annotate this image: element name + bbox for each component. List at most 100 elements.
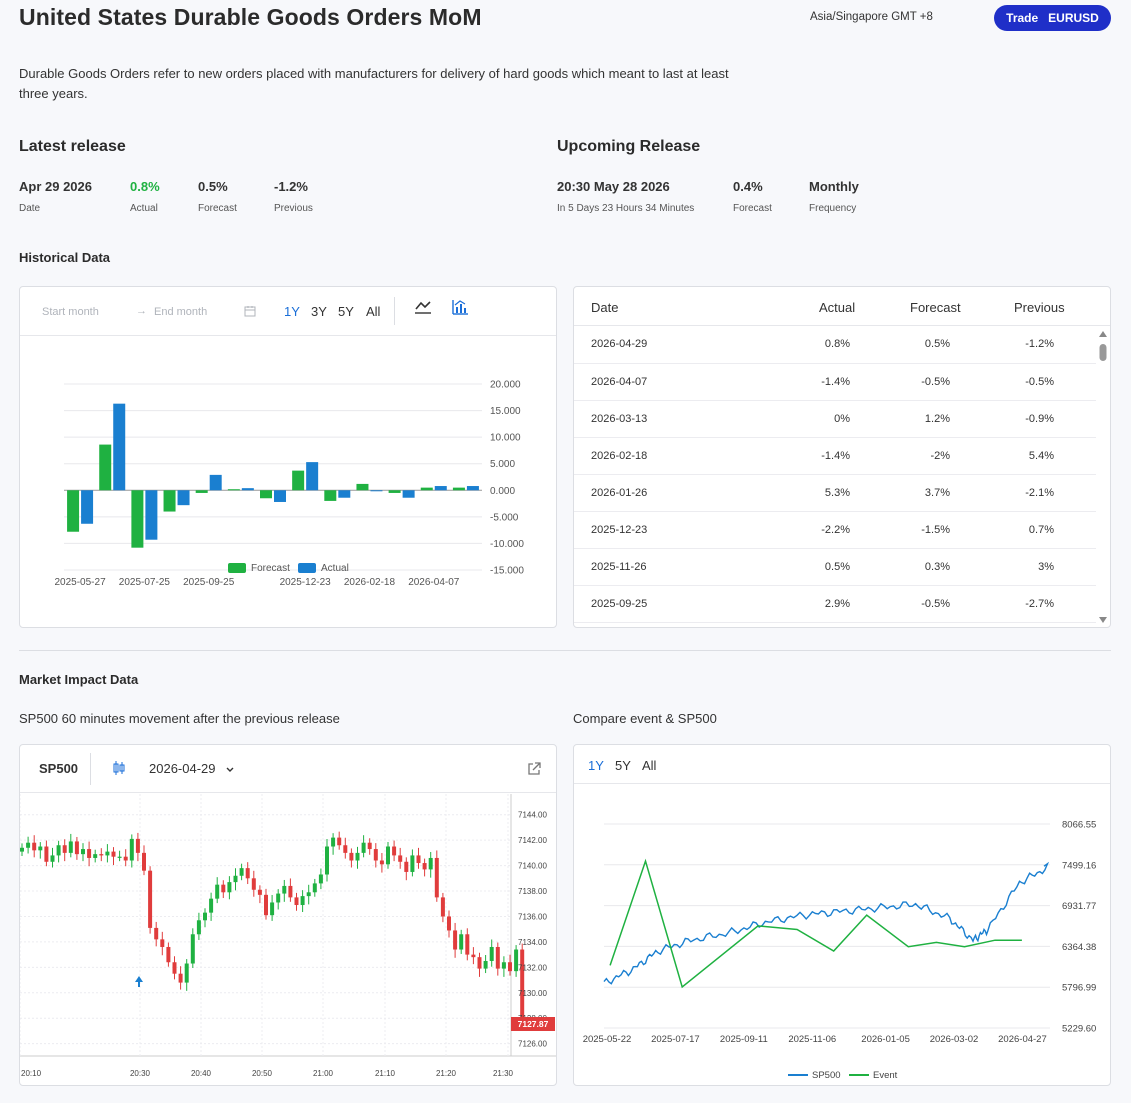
legend-forecast-label[interactable]: Forecast xyxy=(251,563,290,574)
candle[interactable] xyxy=(312,883,317,893)
candle[interactable] xyxy=(38,846,43,851)
candle[interactable] xyxy=(428,857,433,870)
table-scrollbar[interactable] xyxy=(1096,326,1110,627)
end-month-input[interactable]: End month xyxy=(154,306,208,318)
candle[interactable] xyxy=(166,946,171,963)
table-row[interactable]: 2025-09-25 2.9% -0.5% -2.7% xyxy=(574,585,1096,623)
candle[interactable] xyxy=(495,946,500,969)
candle[interactable] xyxy=(373,849,378,861)
legend-actual-label[interactable]: Actual xyxy=(321,563,349,574)
candle[interactable] xyxy=(44,846,49,862)
forecast-bar[interactable] xyxy=(99,444,112,491)
candle[interactable] xyxy=(215,884,220,899)
candle[interactable] xyxy=(154,927,159,940)
candle[interactable] xyxy=(398,855,403,862)
candle[interactable] xyxy=(203,912,207,921)
candle[interactable] xyxy=(477,957,482,969)
chevron-down-icon[interactable] xyxy=(225,762,235,780)
candle[interactable] xyxy=(20,847,24,852)
candle[interactable] xyxy=(386,846,390,865)
candle[interactable] xyxy=(264,894,268,916)
compare-range-5y[interactable]: 5Y xyxy=(615,758,631,773)
candle[interactable] xyxy=(221,884,226,893)
candle[interactable] xyxy=(111,851,116,857)
table-row[interactable]: 2026-03-13 0% 1.2% -0.9% xyxy=(574,400,1096,438)
calendar-icon[interactable] xyxy=(244,304,256,322)
table-row[interactable]: 2026-01-26 5.3% 3.7% -2.1% xyxy=(574,474,1096,512)
candle[interactable] xyxy=(160,939,165,947)
legend-sp500-label[interactable]: SP500 xyxy=(812,1070,841,1081)
actual-bar[interactable] xyxy=(81,490,94,524)
candle[interactable] xyxy=(233,875,238,883)
candle[interactable] xyxy=(74,841,79,855)
range-all[interactable]: All xyxy=(366,304,381,319)
candle[interactable] xyxy=(227,882,232,893)
candle[interactable] xyxy=(282,885,287,894)
range-5y[interactable]: 5Y xyxy=(338,304,354,319)
forecast-bar[interactable] xyxy=(452,487,465,491)
candle[interactable] xyxy=(99,854,104,856)
forecast-bar[interactable] xyxy=(324,490,337,501)
forecast-bar[interactable] xyxy=(260,490,272,499)
candle[interactable] xyxy=(318,874,323,884)
table-body[interactable]: 2026-04-29 0.8% 0.5% -1.2% 2026-04-07 -1.4% -0… xyxy=(574,326,1096,627)
candle[interactable] xyxy=(331,837,336,847)
candle[interactable] xyxy=(520,949,525,1020)
candle[interactable] xyxy=(434,857,439,898)
candle[interactable] xyxy=(410,855,415,872)
candle[interactable] xyxy=(379,860,384,865)
table-row[interactable]: 2026-04-29 0.8% 0.5% -1.2% xyxy=(574,326,1096,364)
candle[interactable] xyxy=(404,861,409,872)
candle[interactable] xyxy=(196,920,201,935)
forecast-bar[interactable] xyxy=(227,489,240,491)
candle[interactable] xyxy=(129,838,134,861)
candle[interactable] xyxy=(117,856,122,858)
candle[interactable] xyxy=(81,849,85,855)
timezone-label[interactable]: Asia/Singapore GMT +8 xyxy=(810,11,933,23)
candle[interactable] xyxy=(367,842,372,850)
date-selector[interactable]: 2026-04-29 xyxy=(149,761,216,776)
event-line[interactable] xyxy=(609,858,1022,989)
candle[interactable] xyxy=(172,962,177,974)
actual-bar[interactable] xyxy=(145,490,158,540)
candle[interactable] xyxy=(251,878,256,890)
candle[interactable] xyxy=(422,863,427,870)
forecast-bar[interactable] xyxy=(163,490,176,512)
candle[interactable] xyxy=(276,893,281,903)
range-3y[interactable]: 3Y xyxy=(311,304,327,319)
candle[interactable] xyxy=(501,962,506,969)
candle[interactable] xyxy=(135,838,140,853)
candle[interactable] xyxy=(465,934,470,955)
candle[interactable] xyxy=(87,849,92,858)
candle[interactable] xyxy=(453,930,458,950)
candle[interactable] xyxy=(209,898,214,913)
bar-chart-icon[interactable] xyxy=(451,298,469,321)
candle[interactable] xyxy=(105,851,110,856)
candle[interactable] xyxy=(142,852,146,871)
table-row[interactable]: 2026-02-18 -1.4% -2% 5.4% xyxy=(574,437,1096,475)
actual-bar[interactable] xyxy=(113,403,126,491)
candle[interactable] xyxy=(239,868,244,876)
actual-bar[interactable] xyxy=(306,462,319,491)
actual-bar[interactable] xyxy=(209,474,222,491)
external-link-icon[interactable] xyxy=(526,761,542,782)
candle[interactable] xyxy=(257,889,262,895)
candle[interactable] xyxy=(62,845,67,853)
candle[interactable] xyxy=(471,954,476,958)
start-month-input[interactable]: Start month xyxy=(42,306,99,318)
candle[interactable] xyxy=(392,846,397,856)
candle[interactable] xyxy=(123,856,128,861)
candle[interactable] xyxy=(294,897,299,906)
candle[interactable] xyxy=(270,902,275,916)
candle[interactable] xyxy=(325,846,329,875)
forecast-bar[interactable] xyxy=(356,483,369,491)
candle[interactable] xyxy=(93,854,98,858)
actual-bar[interactable] xyxy=(274,490,286,502)
actual-bar[interactable] xyxy=(338,490,351,498)
candle[interactable] xyxy=(300,896,305,906)
table-row[interactable]: 2026-04-07 -1.4% -0.5% -0.5% xyxy=(574,363,1096,401)
candle[interactable] xyxy=(508,962,512,972)
candle[interactable] xyxy=(514,949,519,972)
candle[interactable] xyxy=(337,837,342,846)
candle[interactable] xyxy=(355,852,360,861)
